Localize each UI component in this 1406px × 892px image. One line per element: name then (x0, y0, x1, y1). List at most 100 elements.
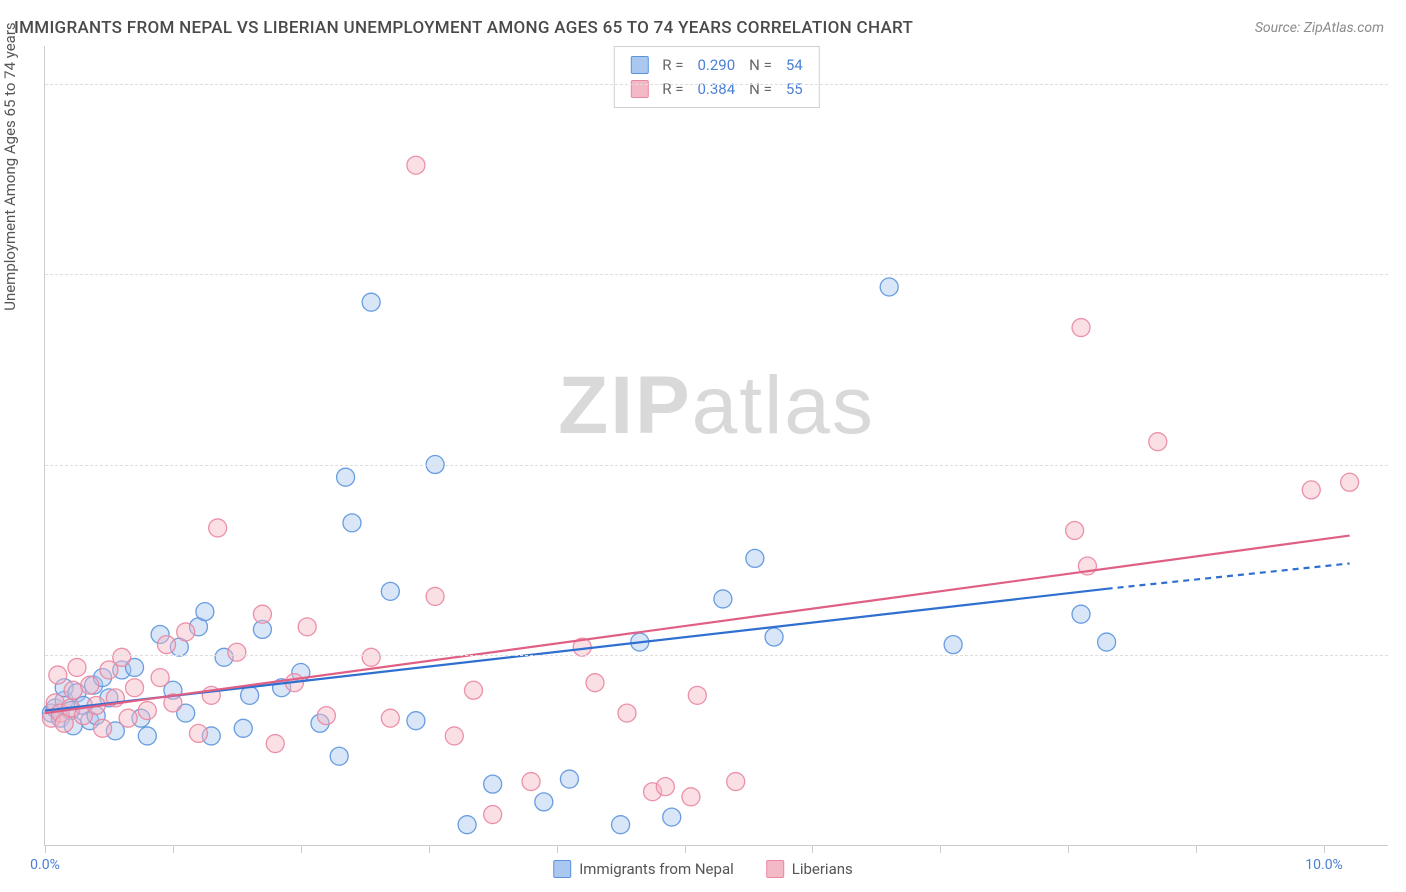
xtick-label: 10.0% (1305, 857, 1343, 873)
stat-r-label: R = (662, 53, 683, 77)
xtick (557, 845, 558, 853)
swatch-nepal (630, 56, 648, 74)
scatter-point-nepal (337, 468, 355, 486)
scatter-point-nepal (234, 719, 252, 737)
scatter-point-liberians (81, 676, 99, 694)
ytick-label: 30.0% (1396, 76, 1406, 92)
xtick (429, 845, 430, 853)
scatter-point-nepal (138, 727, 156, 745)
stats-row-liberians: R = 0.384 N = 55 (630, 77, 802, 101)
legend-swatch-nepal (553, 860, 571, 878)
xtick (1068, 845, 1069, 853)
xtick (685, 845, 686, 853)
bottom-legend: Immigrants from Nepal Liberians (553, 860, 853, 878)
scatter-point-liberians (445, 727, 463, 745)
stats-row-nepal: R = 0.290 N = 54 (630, 53, 802, 77)
scatter-point-liberians (1302, 481, 1320, 499)
scatter-point-liberians (177, 623, 195, 641)
stat-r-liberians: 0.384 (697, 77, 735, 101)
scatter-point-nepal (944, 636, 962, 654)
stat-n-liberians: 55 (786, 77, 803, 101)
scatter-point-liberians (381, 709, 399, 727)
legend-label-liberians: Liberians (792, 860, 853, 878)
scatter-point-nepal (714, 590, 732, 608)
scatter-point-liberians (298, 618, 316, 636)
xtick (812, 845, 813, 853)
scatter-point-nepal (1098, 633, 1116, 651)
scatter-point-liberians (484, 806, 502, 824)
scatter-point-liberians (522, 773, 540, 791)
scatter-point-liberians (209, 519, 227, 537)
scatter-point-liberians (228, 643, 246, 661)
scatter-point-liberians (682, 788, 700, 806)
chart-svg (45, 46, 1388, 845)
xtick (940, 845, 941, 853)
trend-line-dash-nepal (1107, 563, 1350, 588)
scatter-point-liberians (189, 724, 207, 742)
xtick (1324, 845, 1325, 853)
xtick (173, 845, 174, 853)
plot-area: ZIPatlas R = 0.290 N = 54 R = 0.384 N = … (44, 46, 1388, 846)
scatter-point-liberians (119, 709, 137, 727)
gridline-h (45, 84, 1388, 85)
ytick-label: 22.5% (1396, 266, 1406, 282)
xtick (1196, 845, 1197, 853)
scatter-point-liberians (362, 648, 380, 666)
scatter-point-liberians (426, 587, 444, 605)
scatter-point-nepal (343, 514, 361, 532)
scatter-point-liberians (407, 156, 425, 174)
scatter-point-liberians (688, 686, 706, 704)
stat-r-nepal: 0.290 (697, 53, 735, 77)
stat-n-label: N = (749, 53, 772, 77)
scatter-point-nepal (484, 775, 502, 793)
gridline-h (45, 655, 1388, 656)
scatter-point-liberians (1066, 521, 1084, 539)
ytick-label: 7.5% (1396, 647, 1406, 663)
legend-label-nepal: Immigrants from Nepal (579, 860, 734, 878)
stat-n-label-2: N = (749, 77, 772, 101)
scatter-point-liberians (727, 773, 745, 791)
scatter-point-liberians (113, 648, 131, 666)
scatter-point-liberians (1341, 473, 1359, 491)
scatter-point-liberians (1072, 319, 1090, 337)
scatter-point-nepal (880, 278, 898, 296)
scatter-point-nepal (560, 770, 578, 788)
scatter-point-liberians (158, 636, 176, 654)
scatter-point-liberians (656, 778, 674, 796)
scatter-point-liberians (586, 674, 604, 692)
stats-legend-box: R = 0.290 N = 54 R = 0.384 N = 55 (613, 46, 819, 108)
xtick (45, 845, 46, 853)
scatter-point-liberians (126, 679, 144, 697)
scatter-point-nepal (330, 747, 348, 765)
scatter-point-liberians (68, 658, 86, 676)
scatter-point-liberians (464, 681, 482, 699)
scatter-point-nepal (535, 793, 553, 811)
scatter-point-nepal (241, 686, 259, 704)
scatter-point-nepal (381, 582, 399, 600)
scatter-point-liberians (94, 719, 112, 737)
scatter-point-nepal (663, 808, 681, 826)
scatter-point-nepal (612, 816, 630, 834)
scatter-point-nepal (407, 712, 425, 730)
gridline-h (45, 274, 1388, 275)
scatter-point-nepal (765, 628, 783, 646)
legend-swatch-liberians (766, 860, 784, 878)
scatter-point-nepal (458, 816, 476, 834)
xtick-label: 0.0% (30, 857, 60, 873)
scatter-point-liberians (64, 681, 82, 699)
gridline-h (45, 465, 1388, 466)
scatter-point-liberians (49, 666, 67, 684)
swatch-liberians (630, 80, 648, 98)
scatter-point-liberians (618, 704, 636, 722)
scatter-point-liberians (266, 735, 284, 753)
xtick (301, 845, 302, 853)
scatter-point-nepal (362, 293, 380, 311)
y-axis-label: Unemployment Among Ages 65 to 74 years (1, 22, 19, 310)
legend-item-liberians: Liberians (766, 860, 853, 878)
scatter-point-liberians (138, 702, 156, 720)
scatter-point-liberians (253, 605, 271, 623)
stat-r-label-2: R = (662, 77, 683, 101)
scatter-point-liberians (151, 669, 169, 687)
scatter-point-nepal (196, 603, 214, 621)
chart-title: IMMIGRANTS FROM NEPAL VS LIBERIAN UNEMPL… (14, 18, 913, 38)
